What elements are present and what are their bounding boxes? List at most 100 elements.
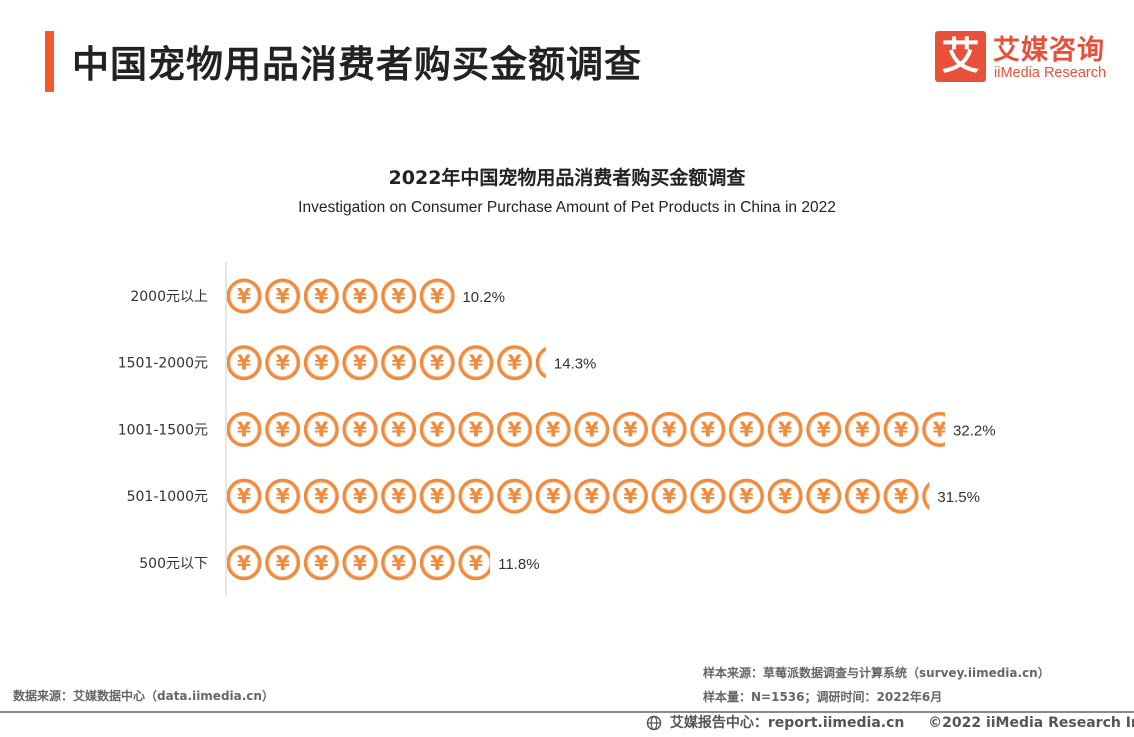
title-accent-bar — [45, 31, 54, 92]
yuan-coin-icon: ¥ — [227, 478, 262, 514]
yuan-coin-icon: ¥ — [844, 478, 880, 514]
yuan-coin-icon: ¥ — [690, 411, 726, 447]
yuan-coin-icon: ¥ — [419, 278, 455, 314]
svg-text:¥: ¥ — [662, 417, 676, 441]
data-label: 11.8% — [498, 556, 539, 573]
svg-text:¥: ¥ — [739, 417, 753, 441]
svg-text:¥: ¥ — [701, 484, 715, 508]
yuan-coin-icon: ¥ — [419, 345, 455, 381]
yuan-coin-icon: ¥ — [265, 278, 301, 314]
yuan-coin-icon: ¥ — [303, 545, 339, 581]
logo-name-cn: 艾媒咨询 — [993, 35, 1105, 66]
svg-text:¥: ¥ — [237, 284, 251, 308]
globe-icon — [646, 715, 662, 731]
yuan-coin-icon: ¥ — [883, 478, 919, 514]
yuan-coin-icon: ¥ — [535, 411, 571, 447]
chart-title: 2022年中国宠物用品消费者购买金额调查 — [388, 167, 746, 189]
svg-text:¥: ¥ — [469, 351, 483, 375]
yuan-coin-icon: ¥ — [574, 478, 610, 514]
yuan-coin-icon: ¥ — [458, 478, 494, 514]
yuan-coin-icon: ¥ — [458, 545, 491, 581]
svg-text:¥: ¥ — [469, 484, 483, 508]
copyright-text: ©2022 iiMedia Research Inc — [928, 715, 1134, 731]
report-center-link[interactable]: 艾媒报告中心：report.iimedia.cn — [669, 715, 905, 731]
yuan-coin-icon: ¥ — [303, 345, 339, 381]
data-label: 31.5% — [937, 489, 980, 506]
bar: ¥ ¥ ¥ ¥ ¥ ¥ — [227, 278, 455, 314]
svg-text:¥: ¥ — [469, 551, 483, 575]
svg-text:¥: ¥ — [855, 417, 869, 441]
iimedia-logo: 艾 艾媒咨询 iiMedia Research — [935, 30, 1115, 90]
svg-text:¥: ¥ — [430, 484, 444, 508]
svg-text:¥: ¥ — [314, 417, 328, 441]
page-title: 中国宠物用品消费者购买金额调查 — [72, 43, 642, 86]
yuan-coin-icon: ¥ — [458, 345, 494, 381]
category-label: 2000元以上 — [130, 289, 208, 305]
yuan-coin-icon: ¥ — [574, 411, 610, 447]
yuan-coin-icon: ¥ — [265, 345, 301, 381]
yuan-coin-icon: ¥ — [883, 411, 919, 447]
svg-text:¥: ¥ — [933, 417, 947, 441]
bar: ¥ ¥ ¥ ¥ ¥ ¥ ¥ ¥ ¥ ¥ ¥ ¥ ¥ ¥ ¥ ¥ ¥ ¥ ¥ — [227, 478, 930, 514]
yuan-coin-icon: ¥ — [922, 481, 930, 511]
yuan-coin-icon: ¥ — [303, 278, 339, 314]
svg-text:¥: ¥ — [430, 551, 444, 575]
yuan-coin-icon: ¥ — [265, 545, 301, 581]
yuan-coin-icon: ¥ — [806, 411, 842, 447]
logo-mark: 艾 — [935, 31, 986, 82]
svg-text:¥: ¥ — [817, 484, 831, 508]
yuan-coin-icon: ¥ — [381, 478, 417, 514]
yuan-coin-icon: ¥ — [342, 545, 378, 581]
svg-text:¥: ¥ — [662, 484, 676, 508]
yuan-coin-icon: ¥ — [806, 478, 842, 514]
yuan-coin-icon: ¥ — [265, 478, 301, 514]
yuan-coin-icon: ¥ — [381, 411, 417, 447]
yuan-coin-icon: ¥ — [381, 345, 417, 381]
yuan-coin-icon: ¥ — [265, 411, 301, 447]
svg-text:¥: ¥ — [276, 551, 290, 575]
yuan-coin-icon: ¥ — [922, 411, 947, 447]
svg-text:¥: ¥ — [778, 484, 792, 508]
svg-text:¥: ¥ — [314, 551, 328, 575]
yuan-coin-icon: ¥ — [381, 545, 417, 581]
yuan-coin-icon: ¥ — [728, 411, 764, 447]
svg-text:¥: ¥ — [624, 484, 638, 508]
category-label: 1001-1500元 — [118, 422, 208, 438]
svg-text:¥: ¥ — [392, 284, 406, 308]
svg-text:¥: ¥ — [392, 417, 406, 441]
data-label: 32.2% — [953, 422, 996, 439]
svg-text:¥: ¥ — [701, 417, 715, 441]
category-label: 500元以下 — [139, 556, 208, 572]
svg-text:¥: ¥ — [546, 484, 560, 508]
svg-text:¥: ¥ — [392, 351, 406, 375]
svg-text:¥: ¥ — [894, 417, 908, 441]
yuan-coin-icon: ¥ — [227, 545, 262, 581]
svg-text:¥: ¥ — [739, 484, 753, 508]
data-label: 10.2% — [462, 289, 505, 306]
svg-text:¥: ¥ — [314, 351, 328, 375]
yuan-coin-icon: ¥ — [458, 411, 494, 447]
footer: 艾媒报告中心：report.iimedia.cn ©2022 iiMedia R… — [646, 713, 1134, 733]
logo-name-en: iiMedia Research — [994, 65, 1107, 81]
svg-text:¥: ¥ — [508, 417, 522, 441]
yuan-coin-icon: ¥ — [303, 411, 339, 447]
yuan-coin-icon: ¥ — [497, 478, 533, 514]
yuan-coin-icon: ¥ — [651, 478, 687, 514]
category-label: 501-1000元 — [127, 489, 208, 505]
chart-subtitle: Investigation on Consumer Purchase Amoun… — [298, 199, 836, 216]
svg-text:¥: ¥ — [508, 484, 522, 508]
svg-text:¥: ¥ — [314, 484, 328, 508]
svg-text:¥: ¥ — [276, 284, 290, 308]
svg-text:¥: ¥ — [237, 484, 251, 508]
yuan-coin-icon: ¥ — [767, 478, 803, 514]
yuan-coin-icon: ¥ — [690, 478, 726, 514]
yuan-coin-icon: ¥ — [419, 545, 455, 581]
svg-text:¥: ¥ — [430, 351, 444, 375]
svg-text:¥: ¥ — [276, 417, 290, 441]
svg-text:¥: ¥ — [392, 551, 406, 575]
svg-text:¥: ¥ — [585, 484, 599, 508]
svg-text:¥: ¥ — [314, 284, 328, 308]
svg-text:¥: ¥ — [237, 551, 251, 575]
sample-size-note: 样本量：N=1536；调研时间：2022年6月 — [703, 690, 943, 704]
